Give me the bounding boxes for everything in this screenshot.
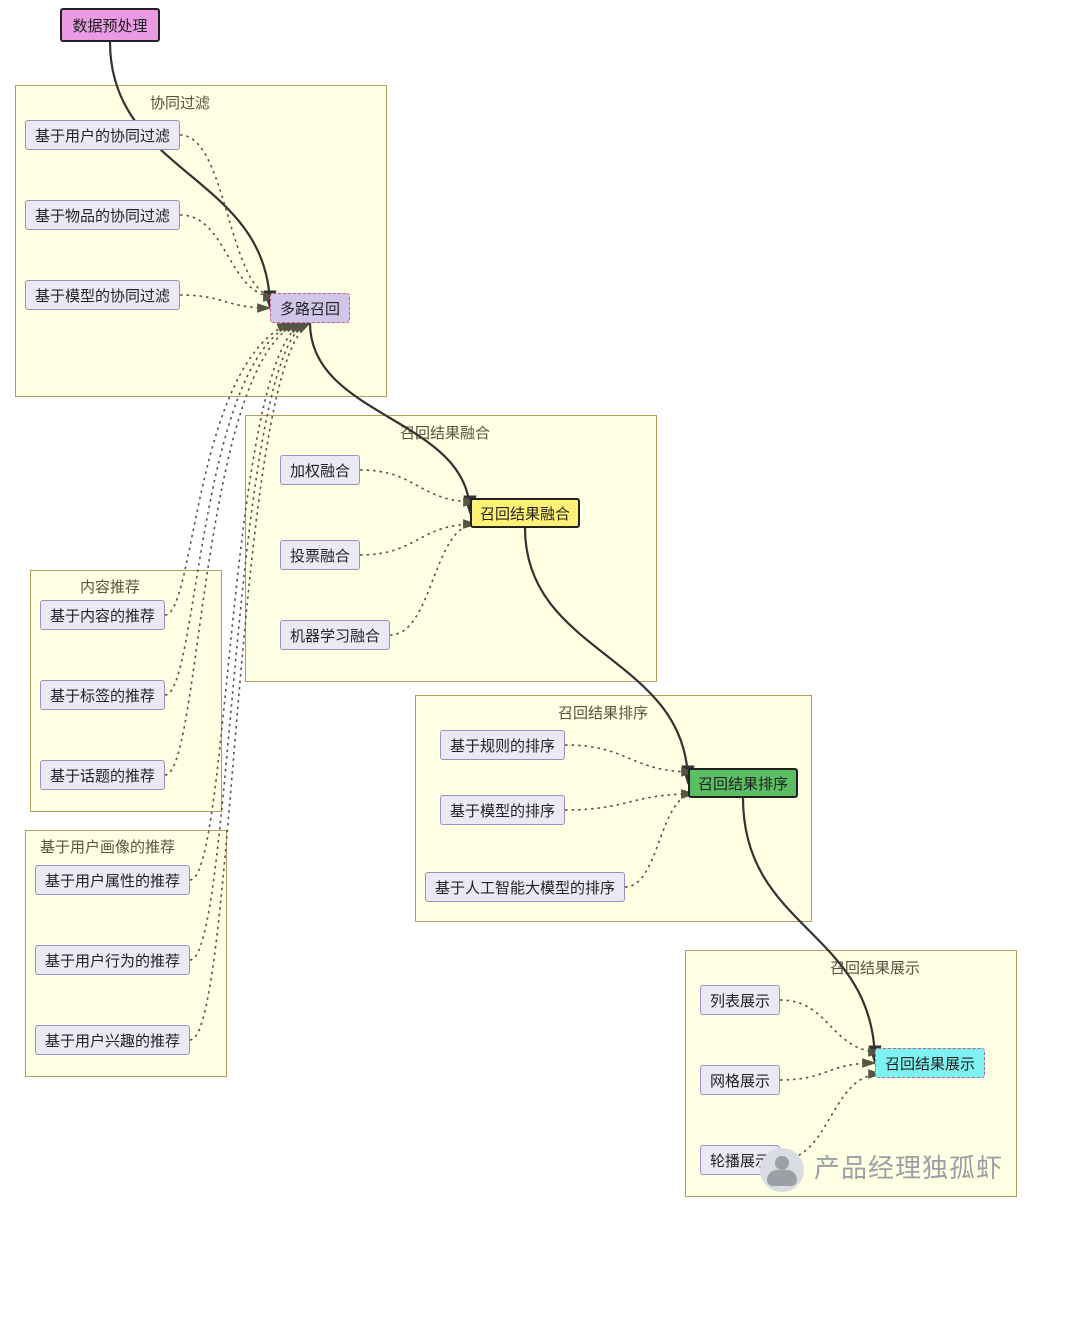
edge-cf3-recall xyxy=(180,295,270,308)
edge-sh2-show xyxy=(780,1063,875,1080)
node-cf3: 基于模型的协同过滤 xyxy=(25,280,180,310)
edge-ct2-recall xyxy=(165,323,294,695)
node-rk2: 基于模型的排序 xyxy=(440,795,565,825)
node-rank: 召回结果排序 xyxy=(688,768,798,798)
edge-rank-show xyxy=(743,798,875,1063)
node-pf1: 基于用户属性的推荐 xyxy=(35,865,190,895)
node-cf1: 基于用户的协同过滤 xyxy=(25,120,180,150)
edge-fu3-fusion xyxy=(390,524,476,635)
node-rk1: 基于规则的排序 xyxy=(440,730,565,760)
node-fu1: 加权融合 xyxy=(280,455,360,485)
node-rk3: 基于人工智能大模型的排序 xyxy=(425,872,625,902)
edge-fu2-fusion xyxy=(360,524,476,555)
edge-pf3-recall xyxy=(190,323,310,1040)
node-fu3: 机器学习融合 xyxy=(280,620,390,650)
node-sh1: 列表展示 xyxy=(700,985,780,1015)
node-pf2: 基于用户行为的推荐 xyxy=(35,945,190,975)
node-ct2: 基于标签的推荐 xyxy=(40,680,165,710)
edge-preproc-recall xyxy=(110,42,270,308)
edge-pf1-recall xyxy=(190,323,302,880)
edge-rk1-rank xyxy=(565,745,694,772)
node-fu2: 投票融合 xyxy=(280,540,360,570)
watermark: 产品经理独孤虾 xyxy=(760,1148,1003,1192)
edge-rk2-rank xyxy=(565,794,694,810)
edge-cf2-recall xyxy=(180,215,276,297)
edge-layer xyxy=(0,0,1080,1319)
node-recall: 多路召回 xyxy=(270,293,350,323)
node-ct1: 基于内容的推荐 xyxy=(40,600,165,630)
node-preproc: 数据预处理 xyxy=(60,8,160,42)
node-sh2: 网格展示 xyxy=(700,1065,780,1095)
node-show: 召回结果展示 xyxy=(875,1048,985,1078)
node-ct3: 基于话题的推荐 xyxy=(40,760,165,790)
node-cf2: 基于物品的协同过滤 xyxy=(25,200,180,230)
edge-ct1-recall xyxy=(165,323,290,615)
node-fusion: 召回结果融合 xyxy=(470,498,580,528)
watermark-text: 产品经理独孤虾 xyxy=(814,1153,1003,1183)
edge-rk3-rank xyxy=(625,794,694,887)
edge-cf1-recall xyxy=(180,135,276,297)
wechat-avatar-icon xyxy=(760,1148,804,1192)
node-pf3: 基于用户兴趣的推荐 xyxy=(35,1025,190,1055)
